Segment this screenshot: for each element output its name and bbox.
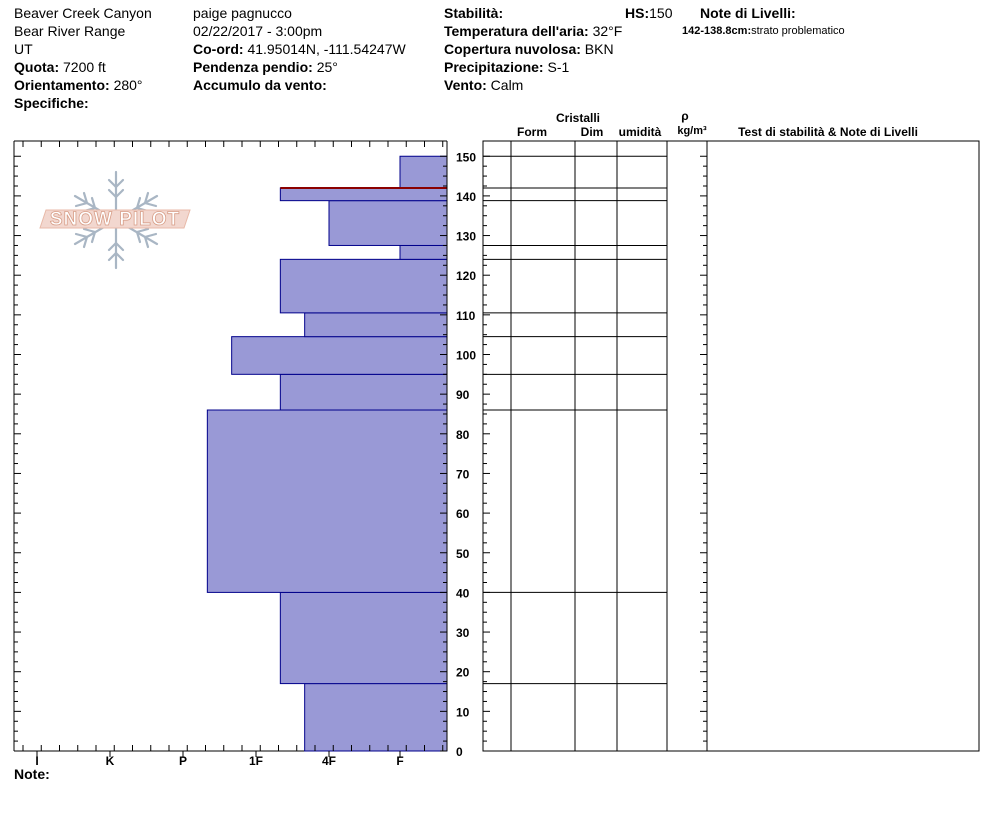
elevation-label: Quota: (14, 59, 60, 75)
size-header: Dim (581, 125, 604, 139)
layer-bar-3 (279, 373, 448, 411)
hardness-tick-label: P (179, 754, 187, 768)
layer-note-entry: 142-138.8cm:strato problematico (682, 22, 845, 40)
layer-bar-2 (206, 409, 448, 593)
table-headers: Cristalli Form Dim umidità ρ kg/m³ Test di sta… (517, 109, 918, 139)
layer-bar-1 (279, 591, 448, 685)
moisture-header: umidità (619, 125, 662, 139)
slope-row: Pendenza pendio: 25° (193, 58, 406, 76)
wind-label: Vento: (444, 77, 487, 93)
depth-tick-label: 80 (456, 428, 470, 442)
precip-label: Precipitazione: (444, 59, 544, 75)
specifics-row: Specifiche: (14, 94, 152, 112)
air-temp-value: 32°F (592, 23, 623, 39)
elevation-value: 7200 ft (63, 59, 106, 75)
wind-loading-label: Accumulo da vento: (193, 77, 327, 93)
wind-loading-row: Accumulo da vento: (193, 76, 406, 94)
precip-row: Precipitazione: S-1 (444, 58, 622, 76)
crystals-header: Cristalli (556, 111, 600, 125)
depth-axis: 0 10 20 30 40 50 60 70 80 90 100 110 120 130 140 150 (14, 150, 707, 759)
depth-tick-label: 60 (456, 507, 470, 521)
layer-note-range: 142-138.8cm: (682, 25, 752, 37)
depth-tick-label: 130 (456, 230, 476, 244)
air-temp-row: Temperatura dell'aria: 32°F (444, 22, 622, 40)
sky-row: Copertura nuvolosa: BKN (444, 40, 622, 58)
slope-label: Pendenza pendio: (193, 59, 313, 75)
depth-tick-label: 40 (456, 586, 470, 600)
depth-tick-label: 150 (456, 150, 476, 164)
form-header: Form (517, 125, 547, 139)
aspect-value: 280° (113, 77, 143, 93)
hardness-axis: I K P 1F 4F F (22, 141, 444, 768)
stability-label: Stabilità: (444, 5, 504, 21)
layer-bar-7 (399, 244, 448, 260)
depth-tick-label: 100 (456, 349, 476, 363)
layer-bar-5 (304, 312, 448, 338)
layer-bar-8 (328, 200, 448, 246)
hardness-tick-label: 1F (249, 754, 263, 768)
hardness-layers (206, 141, 448, 752)
coords-row: Co-ord: 41.95014N, -111.54247W (193, 40, 406, 58)
stability-notes-header: Test di stabilità & Note di Livelli (738, 125, 918, 139)
hs-label: HS: (625, 5, 650, 21)
depth-tick-label: 70 (456, 467, 470, 481)
elevation-row: Quota: 7200 ft (14, 58, 152, 76)
observer-name: paige pagnucco (193, 5, 292, 21)
stability-row: Stabilità: (444, 4, 622, 22)
crystal-table (482, 140, 980, 752)
hardness-tick-label: K (106, 754, 115, 768)
weather-info: Stabilità: Temperatura dell'aria: 32°F C… (444, 4, 622, 94)
wind-row: Vento: Calm (444, 76, 622, 94)
layer-notes-title: Note di Livelli: (700, 5, 796, 21)
hardness-tick-label: F (396, 754, 403, 768)
slope-value: 25° (316, 59, 338, 75)
density-symbol: ρ (681, 109, 688, 123)
layer-bar-10 (399, 155, 448, 189)
snowpilot-logo: SNOW PILOT (39, 170, 191, 270)
hardness-tick-label: I (35, 754, 38, 768)
logo-text: SNOW PILOT (50, 209, 180, 230)
depth-tick-label: 110 (456, 309, 476, 323)
table-border (482, 140, 980, 752)
logo-banner (39, 209, 191, 229)
depth-tick-label: 90 (456, 388, 470, 402)
depth-tick-label: 30 (456, 626, 470, 640)
wind-value: Calm (490, 77, 524, 93)
depth-tick-label: 0 (456, 745, 463, 759)
depth-tick-label: 10 (456, 705, 470, 719)
coords-label: Co-ord: (193, 41, 244, 57)
hs-row: HS:150 (625, 4, 672, 22)
depth-tick-label: 20 (456, 666, 470, 680)
sky-label: Copertura nuvolosa: (444, 41, 581, 57)
precip-value: S-1 (547, 59, 570, 75)
depth-tick-label: 140 (456, 190, 476, 204)
sky-value: BKN (584, 41, 614, 57)
density-unit-header: kg/m³ (677, 125, 707, 137)
state: UT (14, 41, 33, 57)
layer-bar-4 (231, 336, 448, 375)
specifics-label: Specifiche: (14, 95, 89, 111)
location-info: Beaver Creek Canyon Bear River Range UT … (14, 4, 152, 112)
depth-tick-label: 50 (456, 547, 470, 561)
hardness-tick-label: 4F (322, 754, 336, 768)
observation-info: paige pagnucco 02/22/2017 - 3:00pm Co-or… (193, 4, 406, 94)
location-name: Beaver Creek Canyon (14, 5, 152, 21)
layer-note-text: strato problematico (751, 25, 845, 37)
aspect-label: Orientamento: (14, 77, 110, 93)
observation-datetime: 02/22/2017 - 3:00pm (193, 23, 323, 39)
mountain-range: Bear River Range (14, 23, 126, 39)
layer-bar-0 (304, 683, 448, 752)
aspect-row: Orientamento: 280° (14, 76, 152, 94)
layer-bar-9 (279, 187, 448, 202)
notes-label: Note: (14, 766, 50, 782)
depth-tick-label: 120 (456, 269, 476, 283)
air-temp-label: Temperatura dell'aria: (444, 23, 589, 39)
hs-value: 150 (649, 5, 673, 21)
coords-value: 41.95014N, -111.54247W (247, 41, 406, 57)
layer-bar-6 (279, 258, 448, 314)
